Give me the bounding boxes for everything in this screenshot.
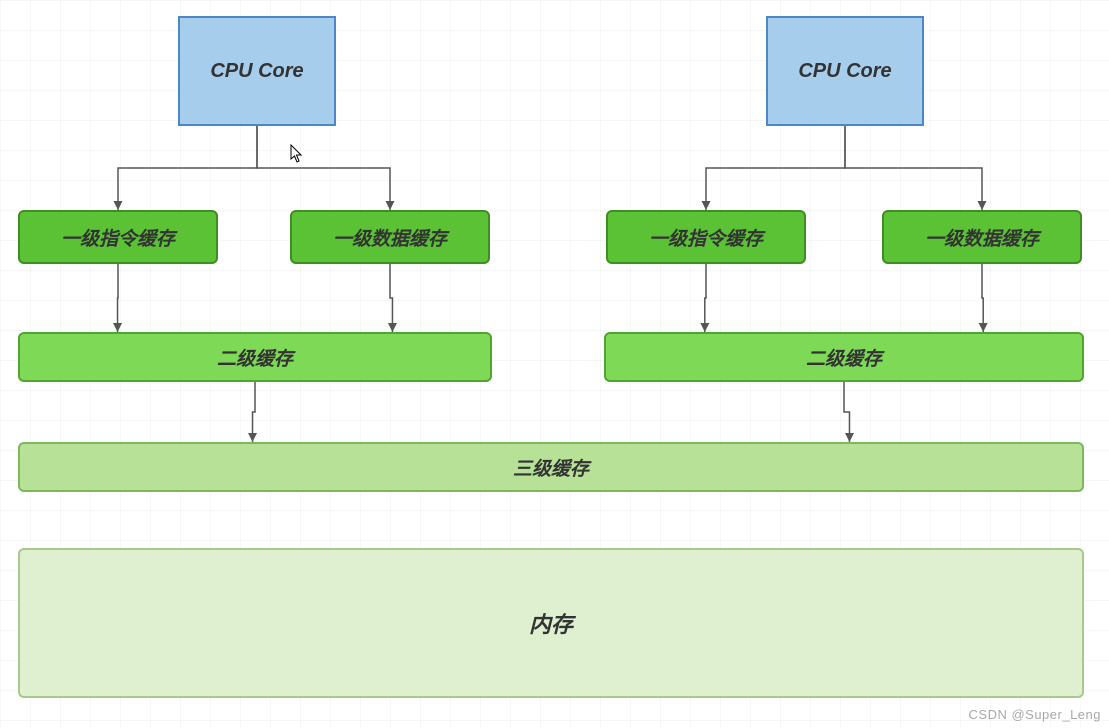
node-mem: 内存: [18, 548, 1084, 698]
node-l1d1: 一级数据缓存: [290, 210, 490, 264]
node-l1d2: 一级数据缓存: [882, 210, 1082, 264]
node-l1i2: 一级指令缓存: [606, 210, 806, 264]
node-l2_1: 二级缓存: [18, 332, 492, 382]
node-cpu1: CPU Core: [178, 16, 336, 126]
node-l2_2: 二级缓存: [604, 332, 1084, 382]
node-l1i1: 一级指令缓存: [18, 210, 218, 264]
node-l3: 三级缓存: [18, 442, 1084, 492]
watermark-text: CSDN @Super_Leng: [969, 707, 1101, 722]
node-cpu2: CPU Core: [766, 16, 924, 126]
